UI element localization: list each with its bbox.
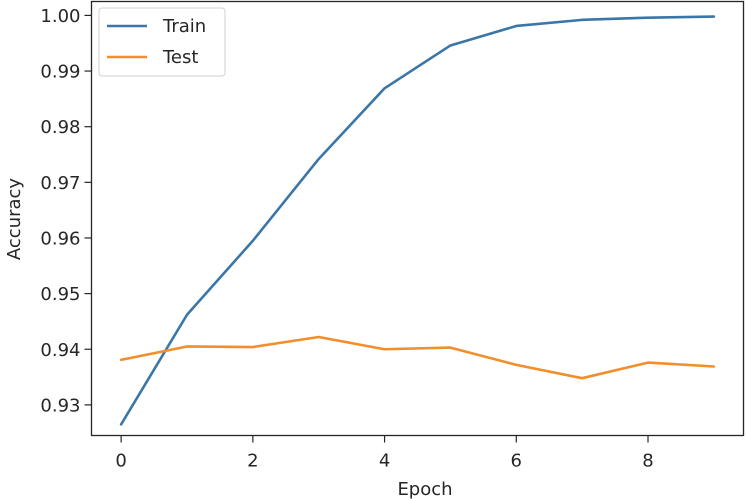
y-axis-label: Accuracy [4,178,25,261]
x-tick-label: 0 [115,451,126,472]
y-tick-label: 0.94 [40,340,80,361]
x-axis-label: Epoch [397,479,452,499]
legend-label-test: Test [162,47,198,68]
x-tick-label: 2 [247,451,258,472]
y-tick-label: 0.93 [40,395,80,416]
series-layer [119,15,716,426]
legend: Train Test [98,7,226,77]
x-tick-label: 8 [642,451,653,472]
x-tick-label: 4 [379,451,390,472]
x-tick-label: 6 [511,451,522,472]
y-axis-ticks: 0.93 0.94 0.95 0.96 0.97 0.98 0.99 1.00 [40,6,92,416]
series-line-train [119,15,716,426]
y-tick-label: 0.98 [40,117,80,138]
y-tick-label: 0.96 [40,228,80,249]
y-tick-label: 0.99 [40,62,80,83]
legend-label-train: Train [162,16,206,37]
y-tick-label: 1.00 [40,6,80,27]
x-axis-ticks: 0 2 4 6 8 [115,435,654,472]
y-tick-label: 0.97 [40,173,80,194]
plot-frame [90,0,745,437]
series-line-test [119,335,716,380]
y-tick-label: 0.95 [40,284,80,305]
